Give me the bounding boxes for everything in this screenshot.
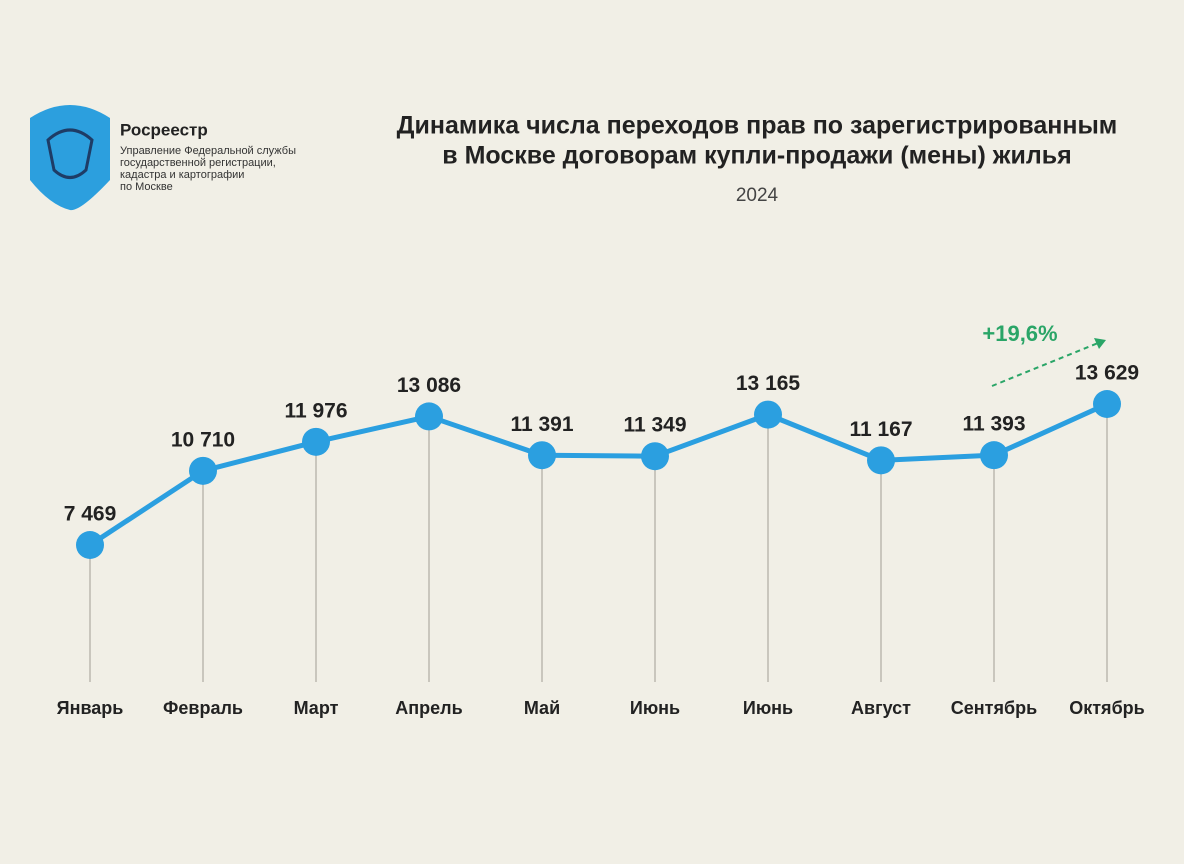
x-tick-label: Май [524,698,560,718]
value-label: 10 710 [171,428,235,451]
chart-subtitle: 2024 [736,185,779,206]
logo-emblem [30,105,110,211]
annotation-arrowhead [1094,338,1106,349]
annotation-arrow [991,342,1099,387]
value-label: 13 086 [397,374,461,397]
value-label: 11 976 [284,399,347,422]
point [302,427,330,456]
x-tick-label: Сентябрь [951,698,1037,718]
x-tick-label: Апрель [395,698,462,718]
point [1093,390,1121,418]
value-label: 11 349 [623,414,686,437]
point [980,441,1008,470]
value-label: 11 393 [962,413,1025,436]
point [76,531,104,559]
value-label: 11 167 [849,418,912,441]
value-label: 13 629 [1075,362,1139,385]
logo-name: Росреестр [120,120,208,139]
point [754,400,782,429]
x-tick-label: Июнь [630,698,680,718]
value-label: 7 469 [64,503,117,526]
value-label: 13 165 [736,372,801,395]
point [641,442,669,471]
logo-line: Управление Федеральной службы [120,145,296,157]
annotation: +19,6% [982,321,1057,346]
logo-eagle [46,128,94,179]
value-label: 11 391 [510,413,573,436]
chart-title: в Москве договорам купли-продажи (мены) … [442,142,1071,170]
point [867,446,895,475]
x-tick-label: Октябрь [1069,698,1145,718]
chart-title: Динамика числа переходов прав по зарегис… [397,112,1118,140]
logo-line: по Москве [120,181,173,193]
x-tick-label: Август [851,698,911,718]
x-tick-label: Февраль [163,698,243,718]
line [88,401,1109,548]
logo-line: государственной регистрации, [120,157,276,169]
x-tick-label: Июнь [743,698,793,718]
point [189,456,217,485]
point [415,402,443,431]
logo-line: кадастра и картографии [120,169,244,181]
point [528,441,556,470]
x-tick-label: Март [294,698,339,718]
x-tick-label: Январь [57,698,124,718]
